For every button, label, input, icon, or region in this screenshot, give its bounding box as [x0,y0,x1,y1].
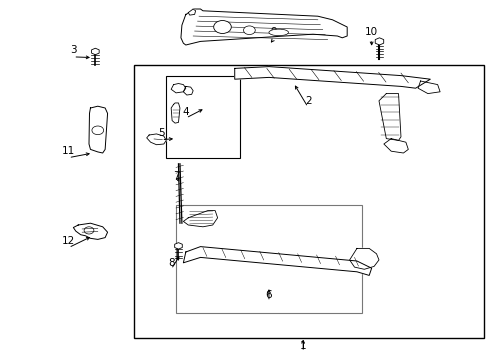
Polygon shape [146,134,166,145]
Text: 3: 3 [70,45,77,55]
Polygon shape [181,9,346,45]
Text: 6: 6 [265,290,272,300]
Text: 2: 2 [304,96,311,106]
Bar [166,76,239,158]
Polygon shape [383,139,407,153]
Polygon shape [183,211,217,227]
Text: 9: 9 [270,27,277,37]
Text: 4: 4 [182,107,189,117]
Bar [176,205,361,313]
Polygon shape [378,94,400,140]
Polygon shape [183,247,371,275]
Polygon shape [73,223,107,239]
Polygon shape [171,84,185,93]
Circle shape [92,126,103,135]
Polygon shape [171,103,180,123]
Text: 8: 8 [167,258,174,268]
Polygon shape [183,86,193,95]
Text: 7: 7 [172,171,179,181]
Circle shape [243,26,255,35]
Polygon shape [89,106,107,153]
Bar [134,65,483,338]
Text: 1: 1 [299,341,306,351]
Text: 5: 5 [158,128,164,138]
Polygon shape [188,9,195,15]
Circle shape [84,227,94,234]
Polygon shape [417,81,439,94]
Circle shape [213,21,231,33]
Ellipse shape [268,29,288,36]
Text: 10: 10 [365,27,377,37]
Polygon shape [349,248,378,269]
Text: 12: 12 [61,236,75,246]
Text: 11: 11 [61,146,75,156]
Polygon shape [234,67,429,88]
